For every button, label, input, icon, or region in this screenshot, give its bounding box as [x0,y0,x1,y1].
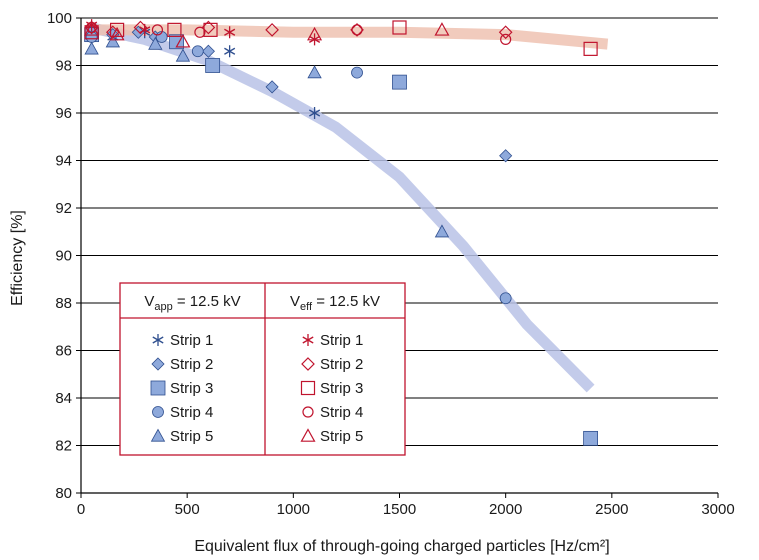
y-tick-label: 96 [55,105,72,122]
data-point [224,26,236,39]
legend-box [119,282,406,456]
legend-marker-eff-2 [301,357,315,371]
data-point [105,34,121,48]
data-point [224,45,236,58]
labels-layer: Efficiency [%] Equivalent flux of throug… [9,210,610,555]
legend-label-app-1: Strip 1 [170,332,213,349]
y-axis-label: Efficiency [%] [9,210,26,306]
data-point [583,430,598,446]
x-axis-label: Equivalent flux of through-going charged… [194,538,609,555]
y-tick-label: 82 [55,438,72,455]
data-point [169,34,184,50]
legend-marker-eff-3 [300,380,316,396]
legend-marker-app-4 [152,406,164,418]
legend-label-app-5: Strip 5 [170,428,213,445]
data-point [133,20,148,35]
data-point [265,80,279,94]
x-tick-label: 500 [175,501,200,518]
legend-marker-eff-4 [302,406,314,418]
data-point [434,224,450,238]
data-point [175,34,191,48]
legend-label-eff-4: Strip 4 [320,404,363,421]
data-point [194,26,206,38]
data-point [84,22,100,36]
legend-label-app-4: Strip 4 [170,404,213,421]
data-point [351,24,363,36]
data-point [205,58,221,73]
legend-label-eff-1: Strip 1 [320,332,363,349]
data-point [84,25,99,40]
data-point [392,74,407,90]
data-point [307,65,322,79]
data-point [191,45,204,58]
series-app-triangle [84,34,450,238]
legend-marker-eff-1 [302,334,314,346]
legend-marker-app-3 [150,380,166,396]
legend-header-app: Vapp = 12.5 kV [144,293,240,313]
data-point [175,48,191,62]
data-point [265,23,279,37]
data-point [148,36,163,50]
data-point [84,41,99,55]
series-eff-triangle [84,22,450,48]
legend-label-eff-2: Strip 2 [320,356,363,373]
legend-marker-app-1 [152,334,164,346]
y-tick-label: 88 [55,295,72,312]
points-layer [84,19,598,446]
legend-label-eff-5: Strip 5 [320,428,363,445]
x-tick-label: 1500 [383,501,416,518]
data-point [307,26,323,41]
legend-header-eff: Veff = 12.5 kV [290,293,380,313]
legend-label-eff-3: Strip 3 [320,380,363,397]
series-app-diamond [85,25,513,163]
y-tick-label: 90 [55,248,72,265]
y-tick-label: 100 [47,10,72,27]
legend-marker-app-2 [151,357,165,371]
x-tick-label: 1000 [277,501,310,518]
y-tick-label: 84 [55,390,72,407]
legend-marker-eff-5 [300,428,316,442]
data-point [351,66,363,79]
y-tick-label: 98 [55,58,72,75]
legend: Vapp = 12.5 kV Veff = 12.5 kV Strip 1 Strip… [119,282,406,456]
legend-label-app-3: Strip 3 [170,380,213,397]
legend-label-app-2: Strip 2 [170,356,213,373]
y-tick-label: 92 [55,200,72,217]
trend-curve-eff [89,24,609,50]
x-tick-label: 2500 [595,501,628,518]
data-point [106,25,120,40]
data-point [167,22,182,37]
data-point [151,24,164,36]
y-tick-label: 80 [55,485,72,502]
data-point [131,25,145,39]
data-point [434,22,450,36]
x-tick-label: 2000 [489,501,522,518]
data-point [500,33,512,45]
data-point [109,22,125,37]
data-point [309,107,321,119]
data-point [499,292,512,305]
y-tick-label: 94 [55,153,72,170]
data-point [498,25,513,40]
x-tick-label: 0 [77,501,85,518]
data-point [499,149,513,163]
data-point [201,44,215,58]
data-point [392,20,407,35]
x-tick-label: 3000 [701,501,734,518]
legend-marker-app-5 [150,428,166,442]
series-app-circle [85,31,512,305]
data-point [109,26,125,41]
data-point [583,41,598,56]
y-tick-label: 86 [55,343,72,360]
series-eff-square [84,20,598,56]
